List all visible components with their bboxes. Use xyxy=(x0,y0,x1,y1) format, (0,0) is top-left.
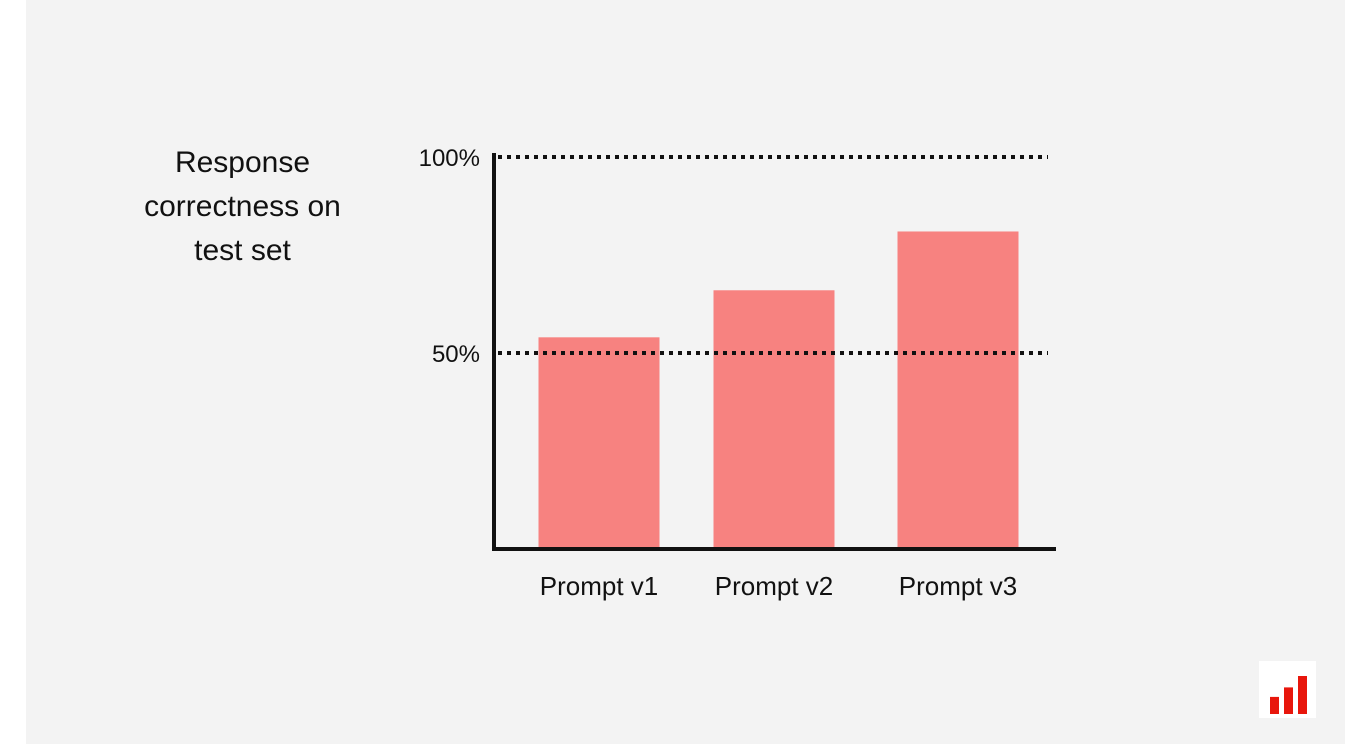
gridlines xyxy=(498,155,1048,355)
category-label-prompt-v2: Prompt v2 xyxy=(715,571,834,601)
category-labels: Prompt v1 Prompt v2 Prompt v3 xyxy=(540,571,1018,601)
category-label-prompt-v3: Prompt v3 xyxy=(899,571,1018,601)
logo-bar-3 xyxy=(1298,676,1307,714)
bar-prompt-v2 xyxy=(713,290,835,549)
tick-labels: 50% 100% xyxy=(419,145,480,368)
category-label-prompt-v1: Prompt v1 xyxy=(540,571,659,601)
chart-panel xyxy=(26,0,1345,744)
logo-bar-2 xyxy=(1284,687,1293,714)
axes xyxy=(492,153,1056,551)
brand-logo xyxy=(1259,661,1316,718)
tick-label-50: 50% xyxy=(432,341,480,368)
y-axis-label: Response correctness on test set xyxy=(144,146,341,267)
logo-bar-1 xyxy=(1270,696,1279,714)
tick-label-100: 100% xyxy=(419,145,480,172)
bar-prompt-v3 xyxy=(897,231,1019,550)
bar-chart-logo-icon xyxy=(1270,676,1307,714)
bar-prompt-v1 xyxy=(538,337,660,549)
bars xyxy=(538,231,1019,550)
